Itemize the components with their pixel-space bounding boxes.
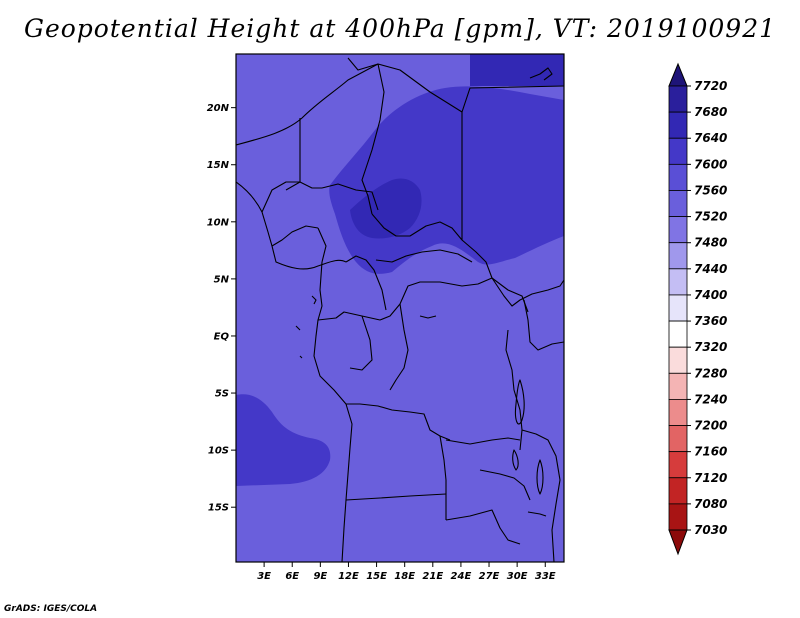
colorbar-label: 7360 [694,314,727,328]
lon-tick-label: 27E [479,571,500,582]
grads-credit: GrADS: IGES/COLA [4,604,98,614]
colorbar-label: 7480 [694,236,727,250]
colorbar-label: 7120 [694,471,727,485]
colorbar-bottom-arrow [668,529,688,556]
lon-tick-label: 6E [285,571,299,582]
lon-tick-label: 12E [338,571,359,582]
colorbar-segment [668,346,688,374]
lon-tick-label: 24E [451,571,472,582]
colorbar-label: 7720 [694,79,727,93]
colorbar-segment [668,137,688,165]
colorbar-label: 7280 [694,366,727,380]
map-frame [235,53,565,563]
colorbar-label: 7320 [694,340,727,354]
colorbar-segment [668,85,688,113]
height-region-7640-ne-corner [470,54,564,86]
colorbar-label: 7030 [694,523,727,537]
colorbar-top-arrow [668,62,688,87]
colorbar-segment [668,268,688,296]
lat-tick-label: 15N [207,160,230,171]
map-plot-area [236,54,564,562]
colorbar-segment [668,477,688,505]
colorbar-segment [668,163,688,191]
height-region-7600-southwest [236,394,331,486]
lat-tick-label: 10S [208,446,229,457]
colorbar-segment [668,216,688,244]
lat-tick-label: 10N [207,217,230,228]
map-title: Geopotential Height at 400hPa [gpm], VT:… [23,14,777,43]
colorbar-label: 7160 [694,445,727,459]
lat-tick-label: EQ [214,331,230,342]
colorbar-segment [668,425,688,453]
colorbar-label: 7520 [694,210,727,224]
colorbar-label: 7600 [694,157,727,171]
lon-tick-label: 18E [394,571,415,582]
longitude-axis: 3E 6E 9E 12E 15E 18E 21E 24E 27E 30E 33E [257,562,556,582]
colorbar: 7720 7680 7640 7600 7560 7520 7480 7440 7400 7360… [668,62,727,556]
colorbar-label: 7640 [694,131,727,145]
lon-tick-label: 21E [422,571,443,582]
colorbar-segment [668,503,688,531]
colorbar-segment [668,320,688,348]
colorbar-segment [668,294,688,322]
colorbar-segment [668,190,688,217]
lon-tick-label: 15E [366,571,387,582]
lon-tick-label: 3E [257,571,271,582]
colorbar-segment [668,399,688,426]
colorbar-label: 7080 [694,497,727,511]
country-borders [236,57,564,562]
colorbar-label: 7200 [694,419,727,433]
colorbar-label: 7400 [694,288,727,302]
lon-tick-label: 9E [313,571,327,582]
colorbar-label: 7560 [694,183,727,197]
colorbar-segment [668,111,688,139]
lon-tick-label: 30E [507,571,528,582]
colorbar-label: 7680 [694,105,727,119]
colorbar-segment [668,242,688,270]
colorbar-segment [668,451,688,479]
colorbar-label: 7240 [694,392,727,406]
lat-tick-label: 15S [208,503,229,514]
latitude-axis: 20N 15N 10N 5N EQ 5S 10S 15S [207,103,236,514]
lat-tick-label: 5N [214,274,230,285]
height-region-7640-central [350,178,422,239]
lon-tick-label: 33E [535,571,556,582]
colorbar-segment [668,372,688,400]
lat-tick-label: 5S [215,389,229,400]
lat-tick-label: 20N [207,103,230,114]
colorbar-label: 7440 [694,262,727,276]
